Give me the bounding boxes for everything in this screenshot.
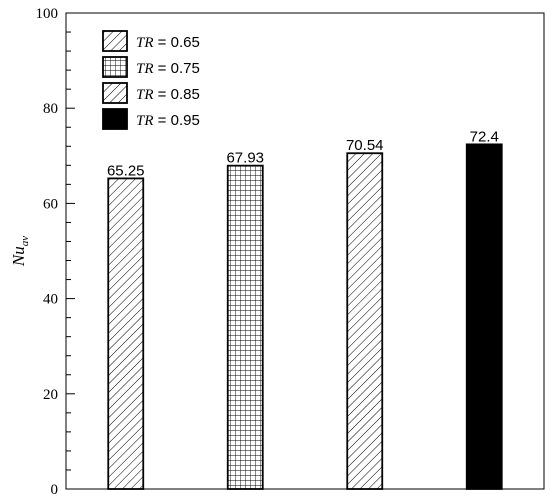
- legend-entry-label: TR = 0.75: [136, 60, 200, 77]
- bars: 65.25 67.93 70.54 72.4: [107, 128, 503, 490]
- legend-swatch: [102, 82, 128, 104]
- bar-value-label: 67.93: [226, 150, 264, 167]
- plot-area: 0 20 40 60 80 100 Nuav 65.25 67.93 70.54 72.4 TR = …: [9, 6, 545, 498]
- bar: [107, 177, 145, 490]
- legend-entry-label: TR = 0.65: [136, 34, 200, 51]
- legend-entry-label: TR = 0.85: [136, 86, 200, 103]
- y-axis-label: Nuav: [9, 236, 31, 267]
- y-tick-label: 20: [43, 387, 58, 403]
- y-tick-label: 40: [43, 292, 58, 308]
- y-tick-label: 80: [43, 101, 58, 117]
- bar: [465, 143, 503, 490]
- bar-value-label: 65.25: [107, 162, 145, 179]
- y-tick-label: 60: [43, 196, 58, 212]
- legend-swatch: [102, 56, 128, 78]
- legend-swatch: [102, 108, 128, 130]
- bar: [226, 164, 264, 490]
- y-tick-label: 100: [36, 6, 59, 22]
- y-axis: 0 20 40 60 80 100: [36, 6, 75, 498]
- legend-entry-label: TR = 0.95: [136, 112, 200, 129]
- legend-swatch: [102, 30, 128, 52]
- plot-frame: [65, 12, 545, 490]
- bar: [346, 152, 384, 490]
- bar-value-label: 70.54: [346, 137, 384, 154]
- legend: TR = 0.65 TR = 0.75 TR = 0.85 TR = 0.95: [102, 30, 200, 130]
- bar-value-label: 72.4: [470, 128, 499, 145]
- y-tick-label: 0: [51, 482, 59, 498]
